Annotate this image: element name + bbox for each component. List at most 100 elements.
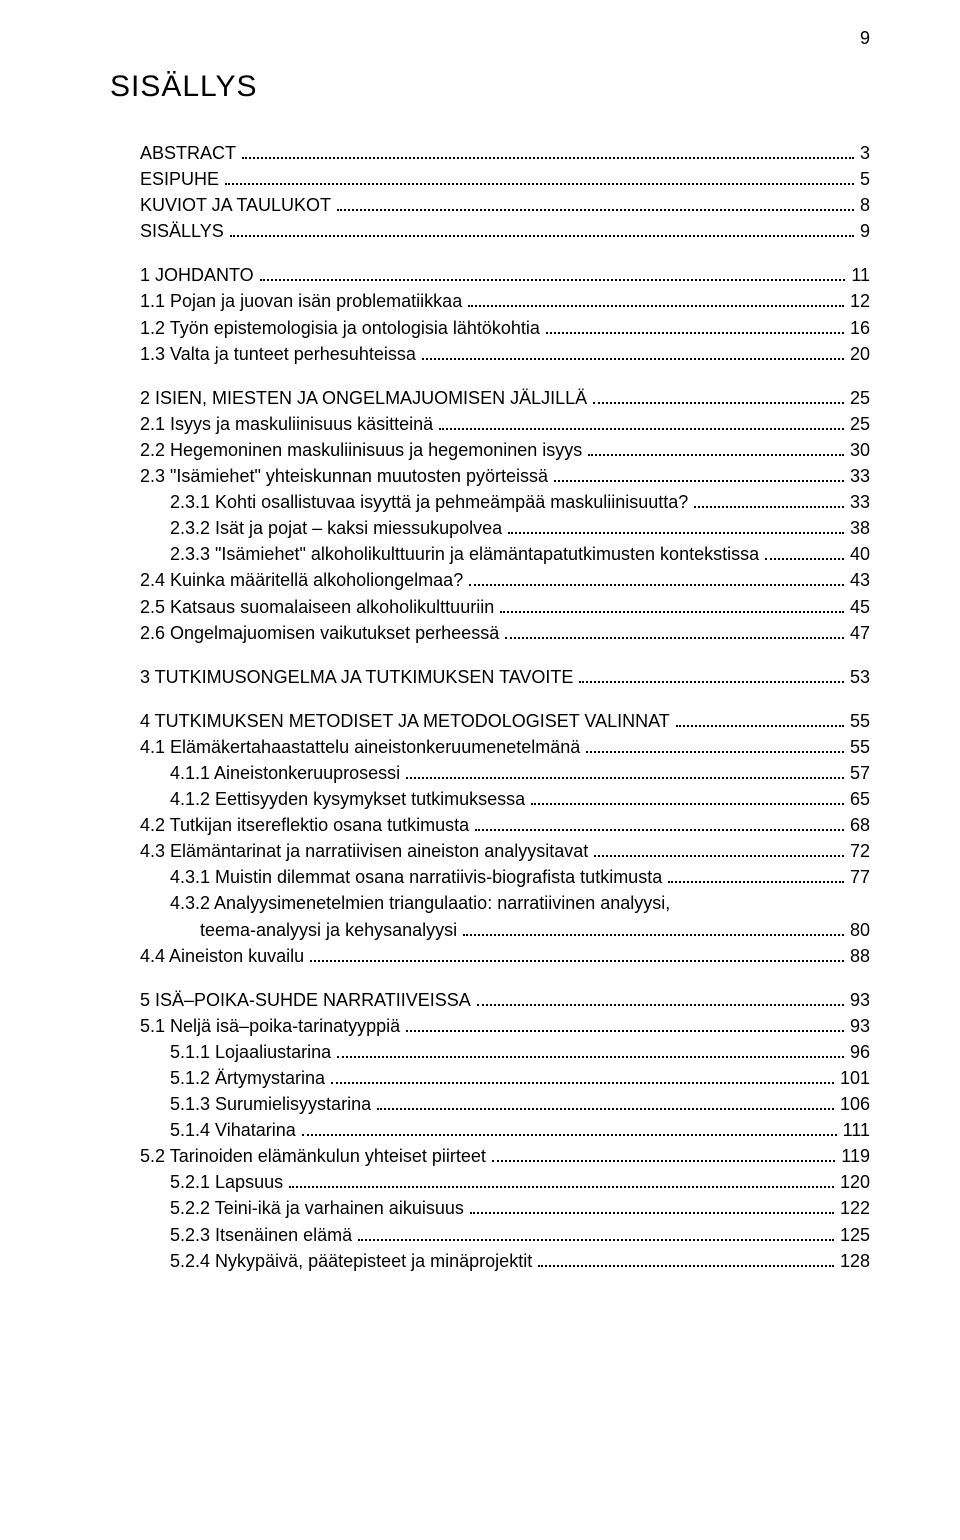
toc-entry: 5.2.4 Nykypäivä, päätepisteet ja minäpro… bbox=[170, 1248, 870, 1274]
toc-page-number: 16 bbox=[850, 315, 870, 341]
toc-gap bbox=[110, 244, 870, 262]
toc-page-number: 68 bbox=[850, 812, 870, 838]
toc-leader-dots bbox=[230, 220, 854, 237]
toc-entry: 2.3.1 Kohti osallistuvaa isyyttä ja pehm… bbox=[170, 489, 870, 515]
toc-leader-dots bbox=[225, 168, 854, 185]
toc-container: ABSTRACT3ESIPUHE5KUVIOT JA TAULUKOT8SISÄ… bbox=[110, 140, 870, 1274]
toc-entry: 2.3.2 Isät ja pojat – kaksi miessukupolv… bbox=[170, 515, 870, 541]
toc-leader-dots bbox=[538, 1249, 834, 1266]
toc-leader-dots bbox=[463, 918, 844, 935]
toc-label: KUVIOT JA TAULUKOT bbox=[140, 192, 331, 218]
toc-page-number: 45 bbox=[850, 594, 870, 620]
toc-entry: 3 TUTKIMUSONGELMA JA TUTKIMUKSEN TAVOITE… bbox=[140, 664, 870, 690]
toc-entry: 4.4 Aineiston kuvailu88 bbox=[140, 943, 870, 969]
toc-entry: 4.3 Elämäntarinat ja narratiivisen ainei… bbox=[140, 838, 870, 864]
toc-leader-dots bbox=[475, 814, 844, 831]
toc-label: 5.2.4 Nykypäivä, päätepisteet ja minäpro… bbox=[170, 1248, 532, 1274]
toc-leader-dots bbox=[594, 840, 844, 857]
toc-label: ESIPUHE bbox=[140, 166, 219, 192]
toc-entry: ABSTRACT3 bbox=[140, 140, 870, 166]
toc-leader-dots bbox=[593, 386, 844, 403]
toc-entry: 2.4 Kuinka määritellä alkoholiongelmaa?4… bbox=[140, 567, 870, 593]
toc-page-number: 122 bbox=[840, 1195, 870, 1221]
toc-label: 2.6 Ongelmajuomisen vaikutukset perheess… bbox=[140, 620, 499, 646]
toc-entry: 5.1.4 Vihatarina111 bbox=[170, 1117, 870, 1143]
toc-entry: 5.2.2 Teini-ikä ja varhainen aikuisuus12… bbox=[170, 1195, 870, 1221]
toc-entry: 5.1.2 Ärtymystarina 101 bbox=[170, 1065, 870, 1091]
toc-entry: 2.3.3 "Isämiehet" alkoholikulttuurin ja … bbox=[170, 541, 870, 567]
toc-leader-dots bbox=[579, 665, 844, 682]
toc-entry: SISÄLLYS9 bbox=[140, 218, 870, 244]
toc-gap bbox=[110, 690, 870, 708]
toc-label: SISÄLLYS bbox=[140, 218, 224, 244]
toc-page-number: 128 bbox=[840, 1248, 870, 1274]
toc-page-number: 93 bbox=[850, 987, 870, 1013]
toc-leader-dots bbox=[331, 1067, 834, 1084]
toc-leader-dots bbox=[289, 1171, 834, 1188]
toc-leader-dots bbox=[508, 517, 844, 534]
toc-label: 5.1.1 Lojaaliustarina bbox=[170, 1039, 331, 1065]
toc-label: 1.2 Työn epistemologisia ja ontologisia … bbox=[140, 315, 540, 341]
toc-label: 2.3.1 Kohti osallistuvaa isyyttä ja pehm… bbox=[170, 489, 688, 515]
toc-label: 5.2 Tarinoiden elämänkulun yhteiset piir… bbox=[140, 1143, 486, 1169]
toc-label: 4.3 Elämäntarinat ja narratiivisen ainei… bbox=[140, 838, 588, 864]
toc-entry: 5.2 Tarinoiden elämänkulun yhteiset piir… bbox=[140, 1143, 870, 1169]
toc-label: 4 TUTKIMUKSEN METODISET JA METODOLOGISET… bbox=[140, 708, 670, 734]
toc-label: 4.4 Aineiston kuvailu bbox=[140, 943, 304, 969]
toc-leader-dots bbox=[422, 342, 844, 359]
toc-leader-dots bbox=[588, 439, 844, 456]
toc-label: 5.1.4 Vihatarina bbox=[170, 1117, 296, 1143]
toc-leader-dots bbox=[358, 1223, 834, 1240]
toc-page-number: 5 bbox=[860, 166, 870, 192]
toc-page-number: 120 bbox=[840, 1169, 870, 1195]
toc-label: 5 ISÄ–POIKA-SUHDE NARRATIIVEISSA bbox=[140, 987, 471, 1013]
toc-page-number: 101 bbox=[840, 1065, 870, 1091]
toc-leader-dots bbox=[337, 194, 854, 211]
toc-leader-dots bbox=[477, 988, 844, 1005]
toc-entry: 2.6 Ongelmajuomisen vaikutukset perheess… bbox=[140, 620, 870, 646]
toc-entry: 2 ISIEN, MIESTEN JA ONGELMAJUOMISEN JÄLJ… bbox=[140, 385, 870, 411]
toc-page-number: 40 bbox=[850, 541, 870, 567]
toc-label: 2.3.3 "Isämiehet" alkoholikulttuurin ja … bbox=[170, 541, 759, 567]
toc-leader-dots bbox=[439, 413, 844, 430]
toc-label: 2.3 "Isämiehet" yhteiskunnan muutosten p… bbox=[140, 463, 548, 489]
page-number: 9 bbox=[860, 28, 870, 49]
toc-leader-dots bbox=[505, 621, 844, 638]
toc-label: 4.1.1 Aineistonkeruuprosessi bbox=[170, 760, 400, 786]
toc-page-number: 8 bbox=[860, 192, 870, 218]
toc-leader-dots bbox=[470, 1197, 834, 1214]
page-title: SISÄLLYS bbox=[110, 70, 870, 104]
toc-leader-dots bbox=[406, 1015, 844, 1032]
toc-page-number: 30 bbox=[850, 437, 870, 463]
toc-page-number: 106 bbox=[840, 1091, 870, 1117]
toc-page-number: 77 bbox=[850, 864, 870, 890]
toc-page-number: 38 bbox=[850, 515, 870, 541]
toc-entry: 4.3.2 Analyysimenetelmien triangulaatio:… bbox=[170, 890, 870, 916]
toc-label: 4.1.2 Eettisyyden kysymykset tutkimukses… bbox=[170, 786, 525, 812]
toc-leader-dots bbox=[337, 1041, 844, 1058]
toc-page-number: 3 bbox=[860, 140, 870, 166]
toc-label: 5.2.1 Lapsuus bbox=[170, 1169, 283, 1195]
toc-label: 5.1.2 Ärtymystarina bbox=[170, 1065, 325, 1091]
toc-entry: 2.2 Hegemoninen maskuliinisuus ja hegemo… bbox=[140, 437, 870, 463]
toc-leader-dots bbox=[377, 1093, 834, 1110]
toc-label: 5.2.3 Itsenäinen elämä bbox=[170, 1222, 352, 1248]
toc-page-number: 125 bbox=[840, 1222, 870, 1248]
toc-label: 2.1 Isyys ja maskuliinisuus käsitteinä bbox=[140, 411, 433, 437]
toc-gap bbox=[110, 367, 870, 385]
toc-entry: 5.1 Neljä isä–poika-tarinatyyppiä93 bbox=[140, 1013, 870, 1039]
toc-label: 5.1.3 Surumielisyystarina bbox=[170, 1091, 371, 1117]
toc-leader-dots bbox=[765, 543, 844, 560]
toc-entry: 1.2 Työn epistemologisia ja ontologisia … bbox=[140, 315, 870, 341]
toc-leader-dots bbox=[242, 142, 854, 159]
toc-entry: 5.2.3 Itsenäinen elämä 125 bbox=[170, 1222, 870, 1248]
toc-page-number: 96 bbox=[850, 1039, 870, 1065]
toc-leader-dots bbox=[586, 736, 844, 753]
toc-label: 2.5 Katsaus suomalaiseen alkoholikulttuu… bbox=[140, 594, 494, 620]
toc-page-number: 25 bbox=[850, 385, 870, 411]
toc-entry: KUVIOT JA TAULUKOT 8 bbox=[140, 192, 870, 218]
toc-entry: 5.2.1 Lapsuus 120 bbox=[170, 1169, 870, 1195]
toc-page-number: 11 bbox=[851, 262, 870, 288]
toc-leader-dots bbox=[554, 465, 844, 482]
toc-page-number: 33 bbox=[850, 463, 870, 489]
